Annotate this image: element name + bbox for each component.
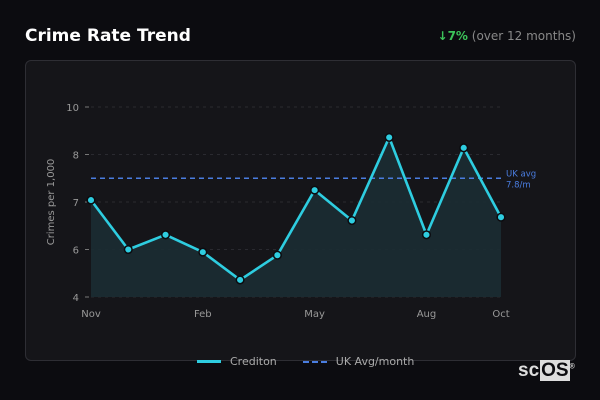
- data-point: [272, 250, 282, 260]
- legend: Crediton UK Avg/month: [197, 355, 414, 368]
- legend-item-uk-avg[interactable]: UK Avg/month: [302, 355, 415, 368]
- data-point: [384, 132, 394, 142]
- data-point: [198, 247, 208, 257]
- uk-avg-label: UK avg: [506, 169, 536, 179]
- legend-swatch-dashed: [302, 360, 327, 363]
- scos-logo: sc OS®: [517, 360, 575, 382]
- data-point: [235, 275, 245, 285]
- x-tick-label: Aug: [417, 309, 437, 320]
- data-point: [123, 244, 133, 255]
- logo-b: OS: [540, 360, 570, 381]
- x-tick-label: Oct: [492, 309, 509, 320]
- x-tick-label: May: [304, 309, 325, 320]
- trend-change: ↓7% (over 12 months): [438, 29, 577, 43]
- data-point: [459, 143, 469, 153]
- down-arrow-icon: ↓: [437, 29, 448, 43]
- legend-label: UK Avg/month: [335, 355, 415, 368]
- y-axis-label: Crimes per 1,000: [46, 159, 57, 246]
- data-point: [421, 230, 432, 240]
- data-point: [160, 230, 171, 240]
- x-tick-label: Feb: [194, 309, 212, 320]
- y-tick-label: 6: [73, 246, 79, 257]
- data-point: [496, 212, 506, 222]
- logo-a: sc: [518, 360, 540, 381]
- data-point: [310, 185, 320, 195]
- logo-mark: ®: [569, 363, 575, 371]
- y-tick-label: 8: [73, 151, 79, 162]
- y-tick-label: 4: [73, 293, 79, 304]
- legend-swatch-solid: [197, 360, 221, 363]
- series-line-crediton: [89, 136, 503, 282]
- change-period: (over 12 months): [471, 29, 576, 43]
- legend-label: Crediton: [230, 355, 277, 368]
- y-tick-label: 7: [73, 198, 79, 209]
- chart-title: Crime Rate Trend: [25, 26, 191, 46]
- change-percent: 7%: [447, 29, 468, 43]
- data-point: [86, 195, 96, 205]
- y-tick-label: 10: [66, 103, 79, 114]
- uk-avg-value: 7.8/m: [506, 180, 531, 190]
- x-tick-label: Nov: [81, 309, 101, 320]
- legend-item-crediton[interactable]: Crediton: [197, 355, 277, 368]
- data-point: [347, 215, 357, 226]
- area-fill: [91, 137, 501, 297]
